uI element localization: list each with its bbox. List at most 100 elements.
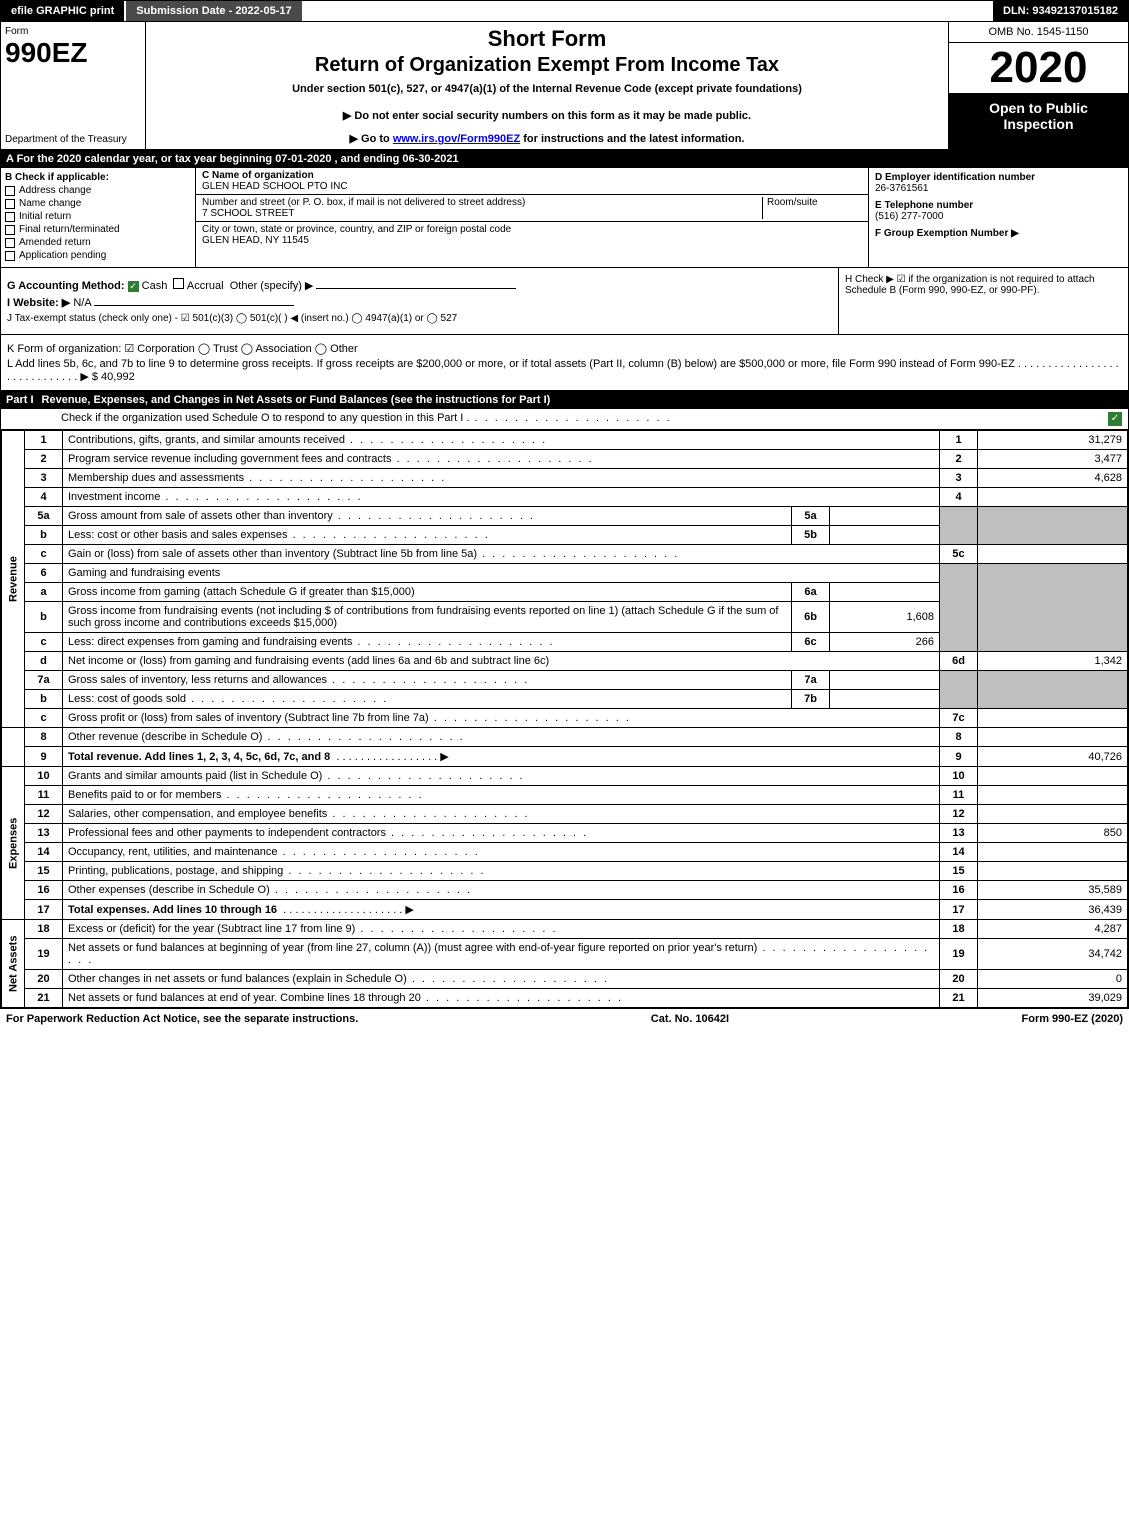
org-name-value: GLEN HEAD SCHOOL PTO INC — [202, 181, 348, 192]
short-form-title: Short Form — [154, 26, 940, 52]
line-6b-desc: Gross income from fundraising events (no… — [63, 602, 792, 633]
line-21-num: 21 — [25, 989, 63, 1008]
checkbox-final-return[interactable]: Final return/terminated — [5, 224, 191, 235]
group-label: F Group Exemption Number ▶ — [875, 228, 1019, 239]
line-6-num: 6 — [25, 564, 63, 583]
check-schedule-o-row: Check if the organization used Schedule … — [1, 409, 1128, 430]
line-5b-subval — [830, 526, 940, 545]
line-16-amt: 35,589 — [978, 881, 1128, 900]
line-9-desc: Total revenue. Add lines 1, 2, 3, 4, 5c,… — [63, 747, 940, 767]
chk-label: Final return/terminated — [19, 224, 120, 235]
line-18-ln: 18 — [940, 920, 978, 939]
checkbox-accrual[interactable] — [173, 278, 184, 289]
part-1-table: Revenue 1 Contributions, gifts, grants, … — [1, 430, 1128, 1008]
addr-value: 7 SCHOOL STREET — [202, 208, 294, 219]
line-11-num: 11 — [25, 786, 63, 805]
other-specify-input[interactable] — [316, 288, 516, 289]
line-6c-sub: 6c — [792, 633, 830, 652]
part-1-header: Part I Revenue, Expenses, and Changes in… — [0, 391, 1129, 409]
line-15-amt — [978, 862, 1128, 881]
line-6a-num: a — [25, 583, 63, 602]
line-5b-sub: 5b — [792, 526, 830, 545]
line-2-ln: 2 — [940, 450, 978, 469]
line-11-desc: Benefits paid to or for members — [63, 786, 940, 805]
tel-value: (516) 277-7000 — [875, 211, 943, 222]
line-14-desc: Occupancy, rent, utilities, and maintena… — [63, 843, 940, 862]
room-label: Room/suite — [767, 197, 818, 208]
line-20-desc: Other changes in net assets or fund bala… — [63, 970, 940, 989]
checkbox-schedule-o[interactable]: ✓ — [1108, 412, 1122, 426]
line-13-ln: 13 — [940, 824, 978, 843]
header-center: Short Form Return of Organization Exempt… — [146, 22, 948, 149]
do-not-enter-text: ▶ Do not enter social security numbers o… — [154, 109, 940, 122]
section-b-title: B Check if applicable: — [5, 172, 191, 183]
city-value: GLEN HEAD, NY 11545 — [202, 235, 309, 246]
tax-year: 2020 — [949, 43, 1128, 94]
line-15-ln: 15 — [940, 862, 978, 881]
footer-center: Cat. No. 10642I — [651, 1013, 729, 1025]
chk-label: Address change — [19, 185, 91, 196]
top-bar: efile GRAPHIC print Submission Date - 20… — [0, 0, 1129, 22]
part-1-body: Check if the organization used Schedule … — [0, 409, 1129, 1009]
info-block: B Check if applicable: Address change Na… — [0, 168, 1129, 268]
line-7b-desc: Less: cost of goods sold — [63, 690, 792, 709]
line-18-amt: 4,287 — [978, 920, 1128, 939]
line-3-num: 3 — [25, 469, 63, 488]
checkbox-cash[interactable]: ✓ — [128, 281, 139, 292]
line-14-amt — [978, 843, 1128, 862]
line-7c-num: c — [25, 709, 63, 728]
line-16-desc: Other expenses (describe in Schedule O) — [63, 881, 940, 900]
section-def: D Employer identification number 26-3761… — [868, 168, 1128, 267]
line-19-amt: 34,742 — [978, 939, 1128, 970]
line-7c-amt — [978, 709, 1128, 728]
line-20-amt: 0 — [978, 970, 1128, 989]
line-7a-sub: 7a — [792, 671, 830, 690]
section-b: B Check if applicable: Address change Na… — [1, 168, 196, 267]
tel-label: E Telephone number — [875, 200, 973, 211]
line-17-desc: Total expenses. Add lines 10 through 16 … — [63, 900, 940, 920]
line-5a-subval — [830, 507, 940, 526]
line-3-desc: Membership dues and assessments — [63, 469, 940, 488]
line-6a-desc: Gross income from gaming (attach Schedul… — [63, 583, 792, 602]
line-9-ln: 9 — [940, 747, 978, 767]
line-7a-subval — [830, 671, 940, 690]
line-6b-sub: 6b — [792, 602, 830, 633]
line-21-ln: 21 — [940, 989, 978, 1008]
line-9-num: 9 — [25, 747, 63, 767]
website-value: N/A — [73, 297, 91, 309]
open-to-public: Open to Public Inspection — [949, 94, 1128, 149]
omb-number: OMB No. 1545-1150 — [949, 22, 1128, 43]
line-6d-desc: Net income or (loss) from gaming and fun… — [63, 652, 940, 671]
checkbox-name-change[interactable]: Name change — [5, 198, 191, 209]
line-10-num: 10 — [25, 767, 63, 786]
line-5c-num: c — [25, 545, 63, 564]
line-8-num: 8 — [25, 728, 63, 747]
checkbox-initial-return[interactable]: Initial return — [5, 211, 191, 222]
line-7b-num: b — [25, 690, 63, 709]
checkbox-application-pending[interactable]: Application pending — [5, 250, 191, 261]
line-7b-sub: 7b — [792, 690, 830, 709]
efile-print-button[interactable]: efile GRAPHIC print — [1, 1, 126, 21]
tax-year-bar: A For the 2020 calendar year, or tax yea… — [0, 150, 1129, 168]
header-right: OMB No. 1545-1150 2020 Open to Public In… — [948, 22, 1128, 149]
line-17-ln: 17 — [940, 900, 978, 920]
department-label: Department of the Treasury — [5, 134, 141, 145]
line-12-desc: Salaries, other compensation, and employ… — [63, 805, 940, 824]
line-2-amt: 3,477 — [978, 450, 1128, 469]
checkbox-amended-return[interactable]: Amended return — [5, 237, 191, 248]
form-number: 990EZ — [5, 37, 141, 69]
submission-date: Submission Date - 2022-05-17 — [126, 1, 303, 21]
line-12-num: 12 — [25, 805, 63, 824]
irs-link[interactable]: www.irs.gov/Form990EZ — [393, 133, 520, 145]
checkbox-address-change[interactable]: Address change — [5, 185, 191, 196]
line-6c-subval: 266 — [830, 633, 940, 652]
line-8-desc: Other revenue (describe in Schedule O) — [63, 728, 940, 747]
part-1-title: Revenue, Expenses, and Changes in Net As… — [42, 394, 551, 406]
line-6-desc: Gaming and fundraising events — [63, 564, 940, 583]
check-o-text: Check if the organization used Schedule … — [61, 412, 1100, 426]
expenses-side-label: Expenses — [2, 767, 25, 920]
dln-number: DLN: 93492137015182 — [993, 1, 1128, 21]
return-title: Return of Organization Exempt From Incom… — [154, 54, 940, 77]
city-label: City or town, state or province, country… — [202, 224, 511, 235]
footer-left: For Paperwork Reduction Act Notice, see … — [6, 1013, 358, 1025]
